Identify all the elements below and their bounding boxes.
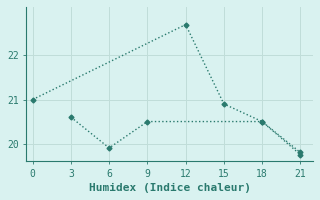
X-axis label: Humidex (Indice chaleur): Humidex (Indice chaleur)	[89, 183, 251, 193]
